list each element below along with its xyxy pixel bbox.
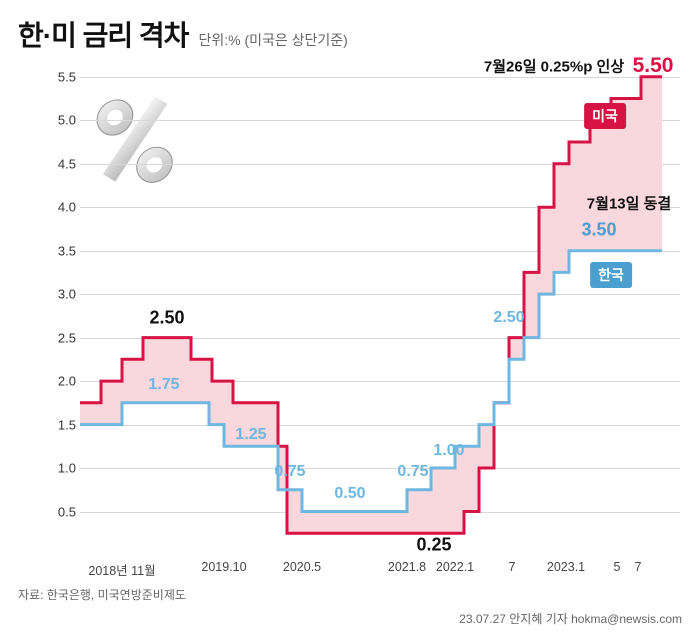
- source-text: 자료: 한국은행, 미국연방준비제도: [18, 586, 186, 603]
- value-annotation: 1.25: [235, 426, 266, 444]
- value-annotation: 0.75: [274, 463, 305, 481]
- plot-area: [80, 55, 680, 555]
- y-tick: 5.5: [58, 69, 76, 84]
- y-tick: 4.5: [58, 156, 76, 171]
- chart-title: 한·미 금리 격차: [18, 14, 188, 54]
- value-annotation: 5.50: [633, 54, 674, 78]
- y-tick: 1.5: [58, 417, 76, 432]
- x-tick: 5: [614, 560, 621, 574]
- value-annotation: 1.75: [148, 376, 179, 394]
- value-annotation: 7월26일 0.25%p 인상: [484, 56, 624, 77]
- x-tick: 2023.1: [547, 560, 585, 574]
- y-tick: 0.5: [58, 504, 76, 519]
- chart-area: 0.5 1.0 1.5 2.0 2.5 3.0 3.5 4.0 4.5 5.0 5.5 2.50 1.…: [50, 55, 680, 555]
- y-tick: 1.0: [58, 461, 76, 476]
- header: 한·미 금리 격차 단위:% (미국은 상단기준): [0, 0, 700, 60]
- x-tick: 2022.1: [436, 560, 474, 574]
- value-annotation: 2.50: [493, 309, 524, 327]
- series-tag-us: 미국: [584, 103, 626, 129]
- value-annotation: 7월13일 동결: [587, 192, 671, 213]
- fill-between: [80, 77, 662, 534]
- y-tick: 2.0: [58, 374, 76, 389]
- x-tick: 7: [635, 560, 642, 574]
- value-annotation: 1.00: [433, 442, 464, 460]
- y-tick: 3.5: [58, 243, 76, 258]
- y-tick: 2.5: [58, 330, 76, 345]
- chart-container: 한·미 금리 격차 단위:% (미국은 상단기준) 0.5 1.0 1.5 2.0 2.…: [0, 0, 700, 637]
- x-tick: 2021.8: [388, 560, 426, 574]
- value-annotation: 2.50: [149, 308, 184, 329]
- credit-text: 23.07.27 안지혜 기자 hokma@newsis.com: [459, 610, 682, 627]
- value-annotation: 0.50: [334, 485, 365, 503]
- x-tick: 2019.10: [201, 560, 246, 574]
- value-annotation: 3.50: [581, 219, 616, 240]
- y-tick: 3.0: [58, 287, 76, 302]
- value-annotation: 0.75: [397, 463, 428, 481]
- y-tick: 4.0: [58, 200, 76, 215]
- x-tick: 7: [509, 560, 516, 574]
- x-tick: 2020.5: [283, 560, 321, 574]
- y-tick: 5.0: [58, 113, 76, 128]
- chart-unit: 단위:% (미국은 상단기준): [198, 30, 347, 50]
- series-tag-kr: 한국: [590, 262, 632, 288]
- y-axis: 0.5 1.0 1.5 2.0 2.5 3.0 3.5 4.0 4.5 5.0 5.5: [50, 55, 80, 555]
- value-annotation: 0.25: [416, 534, 451, 555]
- x-axis: 2018년 11월 2019.10 2020.5 2021.8 2022.1 7 2023.…: [80, 560, 680, 584]
- x-tick: 2018년 11월: [88, 560, 155, 579]
